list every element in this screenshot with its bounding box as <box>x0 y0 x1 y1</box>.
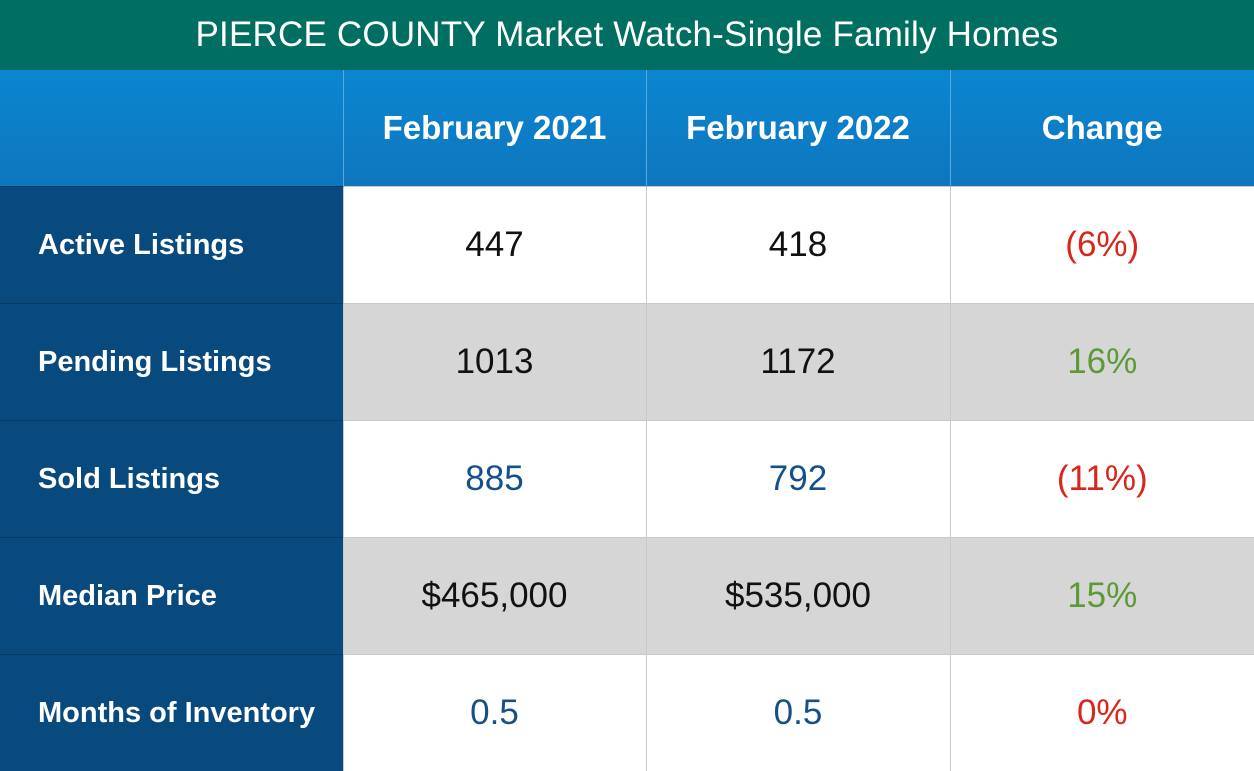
header-corner <box>0 70 343 187</box>
row-label: Median Price <box>0 538 343 655</box>
column-header-feb-2021: February 2021 <box>343 70 646 187</box>
value-feb-2021: 447 <box>343 187 646 304</box>
column-header-change: Change <box>950 70 1254 187</box>
value-change: 0% <box>950 655 1254 771</box>
value-feb-2021: 0.5 <box>343 655 646 771</box>
value-feb-2021: 1013 <box>343 304 646 421</box>
row-label: Sold Listings <box>0 421 343 538</box>
value-feb-2022: 418 <box>646 187 950 304</box>
row-label: Pending Listings <box>0 304 343 421</box>
table-row: Sold Listings 885 792 (11%) <box>0 421 1254 538</box>
table-row: Active Listings 447 418 (6%) <box>0 187 1254 304</box>
market-table: February 2021 February 2022 Change Activ… <box>0 70 1254 771</box>
value-change: 15% <box>950 538 1254 655</box>
value-feb-2022: 1172 <box>646 304 950 421</box>
row-label: Months of Inventory <box>0 655 343 771</box>
value-feb-2022: $535,000 <box>646 538 950 655</box>
value-change: (11%) <box>950 421 1254 538</box>
header-row: February 2021 February 2022 Change <box>0 70 1254 187</box>
table-row: Months of Inventory 0.5 0.5 0% <box>0 655 1254 771</box>
table-row: Median Price $465,000 $535,000 15% <box>0 538 1254 655</box>
title-bar: PIERCE COUNTY Market Watch-Single Family… <box>0 0 1254 70</box>
value-feb-2021: 885 <box>343 421 646 538</box>
row-label: Active Listings <box>0 187 343 304</box>
column-header-feb-2022: February 2022 <box>646 70 950 187</box>
value-feb-2022: 0.5 <box>646 655 950 771</box>
value-feb-2022: 792 <box>646 421 950 538</box>
value-change: 16% <box>950 304 1254 421</box>
page-title: PIERCE COUNTY Market Watch-Single Family… <box>196 15 1059 55</box>
table-row: Pending Listings 1013 1172 16% <box>0 304 1254 421</box>
value-change: (6%) <box>950 187 1254 304</box>
value-feb-2021: $465,000 <box>343 538 646 655</box>
